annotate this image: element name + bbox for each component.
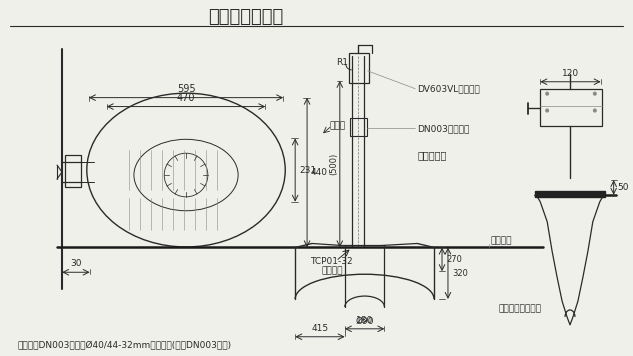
Bar: [536, 191, 605, 197]
Circle shape: [546, 92, 549, 95]
Text: 变径头: 变径头: [330, 121, 346, 130]
Text: （另售）: （另售）: [321, 267, 342, 276]
Text: 30: 30: [70, 259, 82, 268]
Text: 50: 50: [618, 183, 629, 192]
Text: 120: 120: [562, 69, 579, 78]
Bar: [540, 89, 602, 126]
Text: 需客户自配: 需客户自配: [417, 150, 447, 160]
Text: 595: 595: [177, 84, 196, 94]
Text: 冲洗阀式蹲便器: 冲洗阀式蹲便器: [208, 8, 283, 26]
Text: 180: 180: [356, 316, 373, 325]
Text: 440: 440: [311, 168, 328, 177]
Text: Ø90: Ø90: [355, 316, 374, 325]
Text: TCP01-32: TCP01-32: [311, 257, 353, 266]
Text: DN003（另售）: DN003（另售）: [417, 124, 470, 133]
Bar: [65, 155, 81, 187]
Text: (500): (500): [329, 153, 339, 175]
Text: 470: 470: [177, 93, 195, 103]
Text: DV603VL（另售）: DV603VL（另售）: [417, 84, 480, 93]
Text: ＊如使用DN003需另购Ø40/44-32mm的变径头(详参DN003图纸): ＊如使用DN003需另购Ø40/44-32mm的变径头(详参DN003图纸): [17, 340, 232, 349]
Text: 415: 415: [311, 324, 329, 333]
Text: 270: 270: [446, 255, 462, 264]
Circle shape: [593, 109, 596, 112]
Bar: [349, 53, 368, 83]
Text: 320: 320: [452, 269, 468, 278]
Text: R1: R1: [335, 58, 348, 67]
Text: （）建议安装尺寸: （）建议安装尺寸: [499, 304, 542, 314]
Circle shape: [593, 92, 596, 95]
Circle shape: [546, 109, 549, 112]
Text: 231: 231: [299, 166, 316, 174]
Text: 完成地面: 完成地面: [491, 236, 512, 245]
Bar: [350, 119, 367, 136]
